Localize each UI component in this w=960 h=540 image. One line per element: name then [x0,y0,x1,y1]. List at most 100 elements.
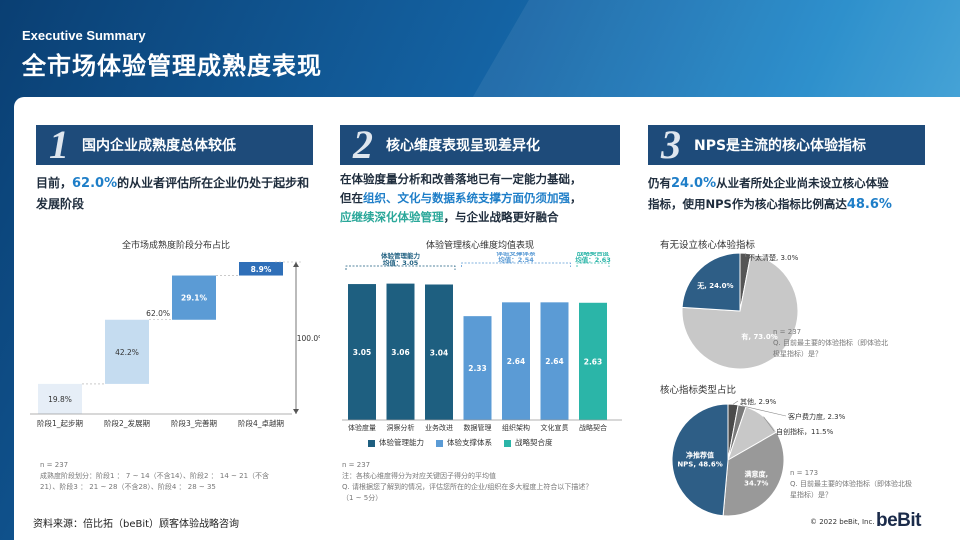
dimension-group-mean: 均值：2.63 [575,255,611,264]
dimension-group-bracket [461,262,571,267]
legend-label: 体验管理能力 [379,438,424,447]
panel-2-lead-2-pre: 但在 [340,191,363,205]
panel-1-heading: 1 国内企业成熟度总体较低 [36,125,313,165]
legend-swatch [368,439,375,447]
dimension-category-label: 组织架构 [502,423,530,432]
panel-2-heading: 2 核心维度表现呈现差异化 [340,125,620,165]
dimension-value-label: 2.63 [584,357,603,366]
dimension-value-label: 3.06 [391,348,410,357]
waterfall-category-label: 阶段2_发展期 [104,418,150,428]
panel-1-note-2: 21）、阶段3 ： 21 ~ 28（不含28）、阶段4 ： 28 ~ 35 [40,483,216,491]
pie-slice [722,431,785,517]
waterfall-bar [172,275,216,320]
dimension-bar [502,302,530,420]
dimension-bar [425,284,453,420]
pie-label: 净推荐值 [686,450,714,459]
pie-label: 自创指标，11.5% [776,427,834,436]
panel-2-note-3: （1 ~ 5分） [342,494,383,502]
panel-2-heading-text: 核心维度表现呈现差异化 [386,138,540,154]
pie-leader-line [732,400,739,405]
panel-2-lead-2-hl1: 组织 [363,191,386,205]
panel-2-lead: 在体验度量分析和改善落地已有一定能力基础， 但在组织、文化与数据系统支撑方面仍须… [340,170,630,227]
panel-1-note-1: 成熟度阶段划分：阶段1 ： 7 ~ 14（不含14）、阶段2 ： 14 ~ 21… [40,472,270,480]
waterfall-value-label: 8.9% [251,265,272,274]
dimension-category-label: 业务改进 [425,423,453,432]
waterfall-category-label: 阶段1_起步期 [37,418,83,428]
panel-3-number: 3 [661,122,681,167]
pie1-notes: n = 237 Q. 目前最主要的体验指标（即体验北 极星指标）是？ [773,327,933,360]
pie-label: 有, 73.0% [741,332,777,341]
panel-1-number: 1 [49,122,69,167]
pie1-note-n: n = 237 [773,328,802,336]
dimension-group-name: 体验管理能力 [381,252,421,260]
panel-3-lead-1-pre: 仍有 [648,176,671,190]
panel-2-lead-1: 在体验度量分析和改善落地已有一定能力基础， [340,172,582,186]
dimension-value-label: 3.04 [430,348,449,357]
dimension-group-bracket [345,265,456,270]
pie-label: 满意度, [744,470,768,479]
pie1-title: 有无设立核心体验指标 [660,240,756,251]
waterfall-category-label: 阶段4_卓越期 [238,418,284,428]
panel-2-lead-2-mid: 、 [386,191,398,205]
panel-1-lead-post: 的从业者评估所在企业仍处于起步和发展阶段 [36,176,310,211]
waterfall-value-label: 29.1% [181,294,208,303]
waterfall-value-label: 42.2% [115,348,139,357]
dimension-chart-title: 体验管理核心维度均值表现 [425,241,534,251]
pie-label: 34.7% [744,480,768,488]
dimension-value-label: 2.33 [468,364,487,373]
panel-2-lead-2-post: ， [570,191,582,205]
dimension-category-label: 战略契合 [579,423,607,432]
dimension-bar [348,284,376,420]
pie2-title: 核心指标类型占比 [660,385,737,396]
legend-label: 体验支撑体系 [447,438,492,447]
panel-2-note-n: n = 237 [342,461,371,469]
panel-3-lead-2-hl: 48.6% [846,197,892,212]
panel-1-lead-pre: 目前， [36,176,73,190]
dimension-bar [540,302,569,420]
waterfall-value-label: 19.8% [48,395,72,404]
dimension-group-name: 战略契合度 [577,252,610,257]
pie-label: 其他, 2.9% [740,397,777,406]
page-title: 全市场体验管理成熟度表现 [22,52,322,80]
panel-2-lead-3-hl: 应继续深化体验管理 [340,210,444,224]
dimension-category-label: 数据管理 [464,423,492,432]
panel-3-lead-2-pre: 指标，使用NPS作为核心指标比例高达 [648,197,847,211]
pie-label: 客户费力度, 2.3% [788,412,846,421]
legend-swatch [504,439,511,447]
bebit-logo: beBit [876,510,922,531]
dimension-chart-legend: 体验管理能力 体验支撑体系 战略契合度 [368,437,553,448]
dimension-value-label: 3.05 [353,348,372,357]
dimension-bar [463,316,492,420]
dimension-group-name: 体验支撑体系 [497,252,537,257]
pie-slice [671,403,729,517]
core-metric-existence-pie: 有, 73.0% 无, 24.0% 不太清楚, 3.0% [681,252,799,370]
pie2-note-q: Q. 目前最主要的体验指标（即体验北极 [790,480,912,488]
page-subtitle: Executive Summary [22,28,146,43]
panel-2-note-1: 注：各核心维度得分为对应关键因子得分的平均值 [342,472,496,480]
dimension-category-label: 文化宣贯 [541,423,569,432]
legend-item: 体验支撑体系 [436,437,492,448]
panel-2-number: 2 [353,122,373,167]
pie1-note-q: Q. 目前最主要的体验指标（即体验北 [773,339,888,347]
dimension-category-label: 洞察分析 [387,423,415,432]
dimension-group-mean: 均值：2.54 [498,255,534,264]
dimension-bar-chart: 3.05 体验度量 3.06 洞察分析 3.04 业务改进 2.33 数据管理 2.64 组织架构… [342,252,622,432]
waterfall-arrow-down [293,409,299,414]
panel-2-lead-2-hl2: 文化与数据系统支撑方面仍须加强 [397,191,571,205]
dimension-group-mean: 均值：3.05 [383,258,419,267]
waterfall-bar [38,383,82,414]
pie2-note-q2: 星指标）是？ [790,491,832,499]
dimension-category-label: 体验度量 [348,423,376,432]
dimension-bar [579,302,607,420]
waterfall-arrow-up [293,262,299,267]
pie2-notes: n = 173 Q. 目前最主要的体验指标（即体验北极 星指标）是？ [790,468,940,501]
pie-label: 无, 24.0% [696,282,733,290]
source-note: 资料来源：倍比拓（beBit）顾客体验战略咨询 [33,519,240,530]
panel-3-lead-1-post: 从业者所处企业尚未设立核心体验 [716,176,889,190]
panel-1-notes: n = 237 成熟度阶段划分：阶段1 ： 7 ~ 14（不含14）、阶段2 ：… [40,460,315,493]
panel-3-lead-1-hl: 24.0% [671,176,717,191]
dimension-group-bracket [576,262,610,267]
panel-3-heading-text: NPS是主流的核心体验指标 [694,138,867,154]
panel-1-heading-text: 国内企业成熟度总体较低 [82,138,236,154]
